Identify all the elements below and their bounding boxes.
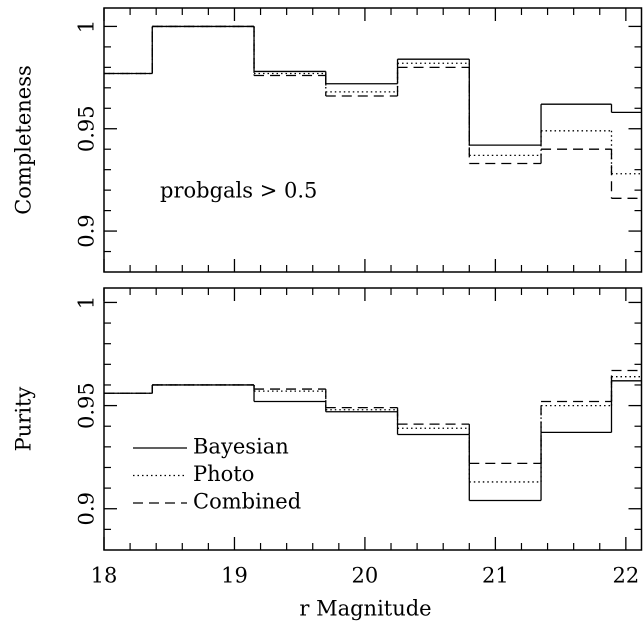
- y-tick-label: 0.95: [75, 105, 99, 152]
- y-axis-title: Purity: [12, 387, 36, 452]
- x-axis-title: r Magnitude: [299, 597, 431, 621]
- y-axis-title: Completeness: [12, 65, 36, 215]
- legend-label: Bayesian: [193, 435, 289, 459]
- x-tick-label: 20: [352, 564, 379, 588]
- x-tick-label: 18: [91, 564, 118, 588]
- legend-label: Photo: [193, 462, 254, 486]
- plot-frame: [103, 287, 643, 551]
- x-tick-label: 21: [482, 564, 509, 588]
- y-tick-label: 0.9: [75, 214, 99, 247]
- plot-frame: [103, 7, 643, 273]
- y-tick-label: 1: [75, 296, 99, 309]
- y-tick-label: 0.95: [75, 382, 99, 429]
- x-tick-label: 19: [221, 564, 248, 588]
- y-tick-label: 0.9: [75, 492, 99, 525]
- y-tick-label: 1: [75, 20, 99, 33]
- x-tick-label: 22: [612, 564, 639, 588]
- legend-label: Combined: [193, 490, 301, 514]
- annotation: probgals > 0.5: [160, 179, 317, 203]
